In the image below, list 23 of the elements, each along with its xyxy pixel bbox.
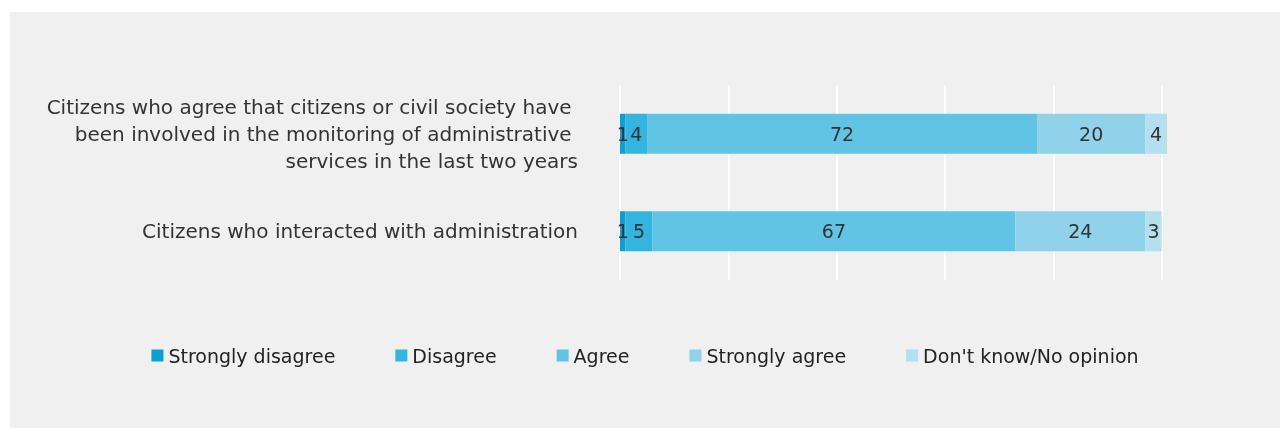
legend-label: Agree: [573, 344, 630, 367]
y-tick-label: Citizens who agree that citizens or civil society have been involved in the monitoring of administrative services in the last two years: [46, 94, 578, 173]
data-label: 24: [1068, 220, 1093, 243]
legend-label: Strongly disagree: [168, 344, 336, 367]
bar: [652, 211, 1016, 252]
bar: [647, 113, 1038, 154]
legend-label: Disagree: [412, 344, 497, 367]
data-label: 3: [1147, 220, 1160, 243]
bar: [1015, 211, 1146, 252]
y-tick-label: Citizens who interacted with administration: [142, 219, 578, 244]
data-label: 5: [632, 220, 645, 243]
bar: [1145, 211, 1162, 252]
data-label: 4: [1150, 122, 1163, 145]
legend-label: Strongly agree: [706, 344, 847, 367]
bar: [1037, 113, 1146, 154]
legend-label: Don't know/No opinion: [923, 344, 1139, 367]
bar: [625, 113, 648, 154]
data-label: 4: [630, 122, 643, 145]
data-label: 67: [821, 220, 847, 243]
bar: [625, 211, 653, 252]
bar: [1145, 113, 1167, 154]
data-label: 20: [1079, 122, 1104, 145]
data-label: 72: [829, 122, 855, 145]
